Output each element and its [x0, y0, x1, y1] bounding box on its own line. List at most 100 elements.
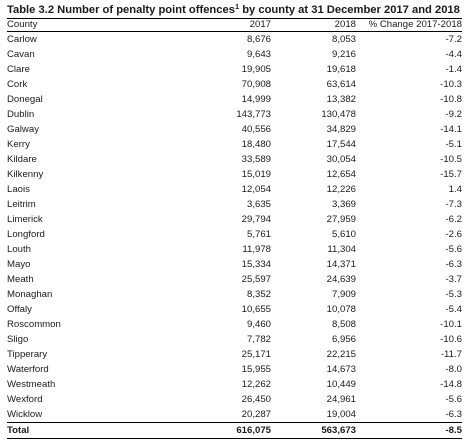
cell-2018: 11,304: [327, 244, 356, 255]
cell-change: -5.6: [445, 394, 462, 405]
table-row: Kilkenny 15,019 12,654 -15.7: [7, 167, 462, 182]
table-row: Westmeath 12,262 10,449 -14.8: [7, 377, 462, 392]
cell-change: -5.3: [445, 289, 462, 300]
cell-change: 1.4: [448, 184, 462, 195]
table-title: Table 3.2 Number of penalty point offenc…: [7, 3, 464, 17]
cell-2018: 9,216: [331, 49, 356, 60]
table-row: Sligo 7,782 6,956 -10.6: [7, 332, 462, 347]
table-row: Meath 25,597 24,639 -3.7: [7, 272, 462, 287]
cell-county: Kildare: [7, 154, 37, 165]
cell-2018: 130,478: [321, 109, 356, 120]
cell-county: Leitrim: [7, 199, 36, 210]
cell-county: Wexford: [7, 394, 43, 405]
cell-2017: 15,334: [241, 259, 271, 270]
cell-2017: 5,761: [246, 229, 271, 240]
table-row: Galway 40,556 34,829 -14.1: [7, 122, 462, 137]
cell-2017: 33,589: [241, 154, 271, 165]
cell-county: Mayo: [7, 259, 31, 270]
header-2018: 2018: [271, 18, 356, 32]
cell-change: -3.7: [445, 274, 462, 285]
cell-change: -10.6: [440, 334, 462, 345]
title-main: Table 3.2 Number of penalty point offenc…: [7, 4, 235, 16]
cell-2018: 22,215: [326, 349, 356, 360]
cell-2017: 18,480: [241, 139, 271, 150]
cell-2017: 8,676: [246, 34, 271, 45]
cell-2017: 25,597: [241, 274, 271, 285]
cell-change: -10.3: [440, 79, 462, 90]
cell-change: -5.1: [445, 139, 462, 150]
table-row: Limerick 29,794 27,959 -6.2: [7, 212, 462, 227]
cell-change: -14.8: [440, 379, 462, 390]
table-row: Kildare 33,589 30,054 -10.5: [7, 152, 462, 167]
table-row: Offaly 10,655 10,078 -5.4: [7, 302, 462, 317]
header-row: County 2017 2018 % Change 2017-2018: [7, 18, 462, 32]
cell-change: -7.2: [445, 34, 462, 45]
cell-change: -5.4: [445, 304, 462, 315]
cell-county: Laois: [7, 184, 30, 195]
cell-county: Roscommon: [7, 319, 61, 330]
cell-2018: 14,371: [326, 259, 356, 270]
table-row: Wicklow 20,287 19,004 -6.3: [7, 407, 462, 423]
header-change: % Change 2017-2018: [356, 18, 462, 32]
cell-county: Waterford: [7, 364, 49, 375]
cell-2017: 11,978: [242, 244, 271, 255]
cell-2018: 13,382: [326, 94, 356, 105]
cell-2017: 12,054: [241, 184, 271, 195]
cell-2017: 26,450: [241, 394, 271, 405]
cell-2018: 63,614: [326, 79, 356, 90]
cell-2018: 10,449: [326, 379, 356, 390]
total-cell-2018: 563,673: [271, 422, 356, 439]
cell-2017: 9,460: [246, 319, 271, 330]
cell-2017: 40,556: [241, 124, 271, 135]
table-row: Donegal 14,999 13,382 -10.8: [7, 92, 462, 107]
cell-county: Longford: [7, 229, 45, 240]
header-2017: 2017: [167, 18, 271, 32]
table-row: Longford 5,761 5,610 -2.6: [7, 227, 462, 242]
table-row: Louth 11,978 11,304 -5.6: [7, 242, 462, 257]
table-row: Waterford 15,955 14,673 -8.0: [7, 362, 462, 377]
cell-2017: 10,655: [241, 304, 271, 315]
cell-county: Cork: [7, 79, 28, 90]
cell-county: Wicklow: [7, 409, 43, 420]
total-cell-county: Total: [7, 422, 167, 439]
cell-2017: 20,287: [241, 409, 271, 420]
cell-2017: 70,908: [241, 79, 271, 90]
cell-county: Galway: [7, 124, 39, 135]
cell-2017: 3,635: [246, 199, 271, 210]
table-body: Carlow 8,676 8,053 -7.2 Cavan 9,643 9,216 -4.4 C…: [7, 32, 462, 439]
total-cell-change: -8.5: [356, 422, 462, 439]
cell-county: Limerick: [7, 214, 43, 225]
cell-2017: 15,019: [241, 169, 271, 180]
table-row: Mayo 15,334 14,371 -6.3: [7, 257, 462, 272]
cell-2018: 30,054: [326, 154, 356, 165]
cell-2017: 25,171: [241, 349, 271, 360]
cell-2017: 8,352: [246, 289, 271, 300]
cell-change: -10.5: [440, 154, 462, 165]
cell-change: -10.1: [440, 319, 462, 330]
cell-county: Westmeath: [7, 379, 56, 390]
table-row: Carlow 8,676 8,053 -7.2: [7, 32, 462, 48]
penalty-points-table: County 2017 2018 % Change 2017-2018 Carl…: [7, 18, 462, 439]
cell-2018: 7,909: [331, 289, 356, 300]
cell-change: -8.0: [445, 364, 462, 375]
cell-county: Clare: [7, 64, 30, 75]
cell-change: -11.7: [440, 349, 462, 360]
cell-2018: 27,959: [326, 214, 356, 225]
cell-2018: 12,226: [326, 184, 356, 195]
cell-change: -4.4: [445, 49, 462, 60]
cell-2017: 12,262: [241, 379, 271, 390]
cell-2018: 14,673: [326, 364, 356, 375]
table-row: Cavan 9,643 9,216 -4.4: [7, 47, 462, 62]
cell-county: Monaghan: [7, 289, 53, 300]
cell-change: -6.3: [445, 409, 462, 420]
cell-county: Tipperary: [7, 349, 48, 360]
cell-2018: 24,961: [326, 394, 356, 405]
cell-change: -15.7: [440, 169, 462, 180]
table-row: Tipperary 25,171 22,215 -11.7: [7, 347, 462, 362]
table-row: Leitrim 3,635 3,369 -7.3: [7, 197, 462, 212]
cell-2018: 19,004: [326, 409, 356, 420]
cell-2017: 7,782: [246, 334, 271, 345]
cell-2017: 143,773: [236, 109, 271, 120]
cell-change: -6.2: [445, 214, 462, 225]
